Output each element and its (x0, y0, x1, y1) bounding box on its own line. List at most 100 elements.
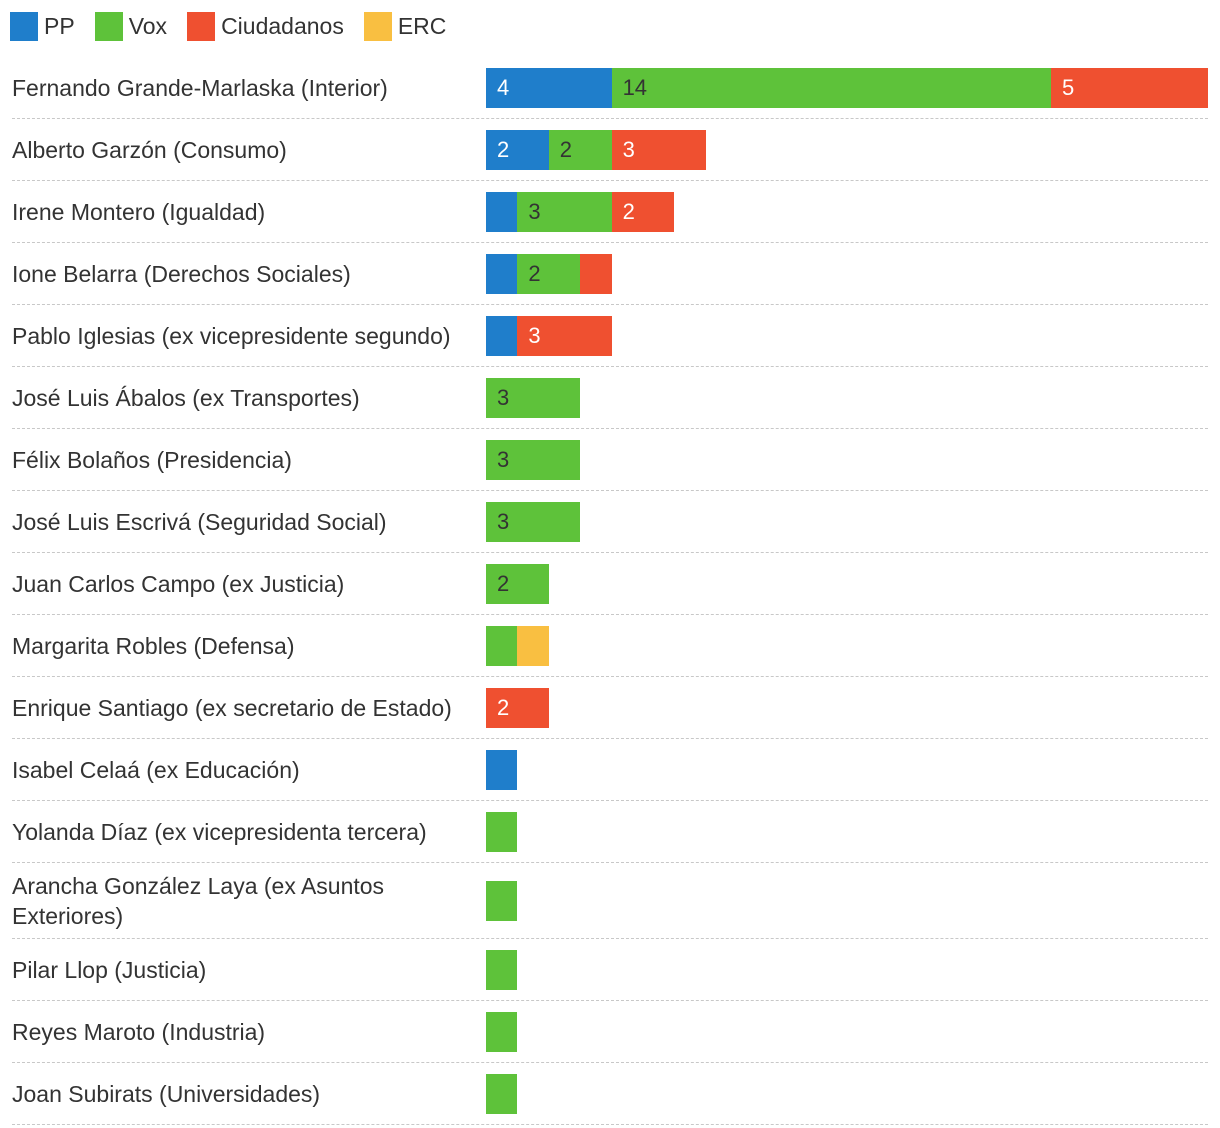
legend-item-pp[interactable]: PP (10, 12, 75, 41)
category-label: Fernando Grande-Marlaska (Interior) (12, 75, 388, 101)
data-label: 2 (497, 695, 510, 720)
category-label: Félix Bolaños (Presidencia) (12, 447, 292, 473)
bar-segment-vox[interactable]: 2 (486, 564, 549, 604)
bar-stack: 2 (486, 688, 1208, 728)
bar-segment-vox[interactable] (486, 626, 518, 666)
bar-segment-ciudadanos[interactable]: 3 (611, 130, 706, 170)
bar-segment-vox[interactable] (486, 881, 518, 921)
legend-label: Vox (128, 13, 168, 39)
bar-segment-ciudadanos[interactable]: 2 (611, 192, 675, 232)
legend-label: PP (44, 13, 75, 39)
data-label: 3 (528, 199, 541, 224)
data-label: 3 (528, 323, 541, 348)
category-label: Ione Belarra (Derechos Sociales) (12, 261, 351, 287)
chart-row: Yolanda Díaz (ex vicepresidenta tercera) (12, 801, 1208, 863)
bar-stack: 3 (486, 502, 1208, 542)
chart-row: José Luis Ábalos (ex Transportes) 3 (12, 367, 1208, 429)
bar-segment-pp[interactable] (486, 316, 518, 356)
bar-segment-vox[interactable]: 14 (611, 68, 1052, 108)
bar-segment-vox[interactable] (486, 812, 518, 852)
legend: PP Vox Ciudadanos ERC (10, 12, 466, 41)
chart-row: Arancha González Laya (ex Asuntos Exteri… (12, 863, 1208, 939)
bar-stack: 2 2 3 (486, 130, 1208, 170)
data-label: 3 (622, 137, 635, 162)
bar-stack (486, 750, 1208, 790)
chart-row: Ione Belarra (Derechos Sociales) 2 (12, 243, 1208, 305)
bar-segment-vox[interactable]: 3 (517, 192, 612, 232)
chart-row: Joan Subirats (Universidades) (12, 1063, 1208, 1125)
bar-segment-ciudadanos[interactable] (580, 254, 612, 294)
data-label: 2 (559, 137, 573, 162)
bar-stack (486, 950, 1208, 990)
bar-stack: 4 14 5 (486, 68, 1208, 108)
legend-swatch (363, 12, 392, 41)
category-label: Irene Montero (Igualdad) (12, 199, 266, 225)
chart-row: Juan Carlos Campo (ex Justicia) 2 (12, 553, 1208, 615)
bar-segment-pp[interactable] (486, 254, 518, 294)
bar-stack (486, 626, 1208, 666)
bar-segment-pp[interactable] (486, 750, 518, 790)
category-label: Margarita Robles (Defensa) (12, 633, 295, 659)
bar-stack: 3 (486, 378, 1208, 418)
data-label: 2 (497, 571, 510, 596)
category-label: José Luis Escrivá (Seguridad Social) (12, 509, 387, 535)
category-label: Arancha González Laya (ex Asuntos Exteri… (12, 873, 385, 929)
legend-swatch (187, 12, 216, 41)
category-label: José Luis Ábalos (ex Transportes) (12, 385, 360, 411)
data-label: 14 (622, 75, 648, 100)
bar-segment-vox[interactable] (486, 950, 518, 990)
bar-segment-erc[interactable] (517, 626, 549, 666)
legend-swatch (94, 12, 123, 41)
category-label: Enrique Santiago (ex secretario de Estad… (12, 695, 452, 721)
category-label: Yolanda Díaz (ex vicepresidenta tercera) (12, 819, 427, 845)
legend-label: Ciudadanos (221, 13, 344, 39)
data-label: 2 (528, 261, 541, 286)
bar-segment-pp[interactable]: 4 (486, 68, 612, 108)
category-label: Juan Carlos Campo (ex Justicia) (12, 571, 345, 597)
data-label: 4 (497, 75, 510, 100)
bar-segment-ciudadanos[interactable]: 5 (1051, 68, 1208, 108)
bar-segment-vox[interactable]: 3 (486, 502, 581, 542)
data-label: 5 (1062, 75, 1075, 100)
chart-row: Pilar Llop (Justicia) (12, 939, 1208, 1001)
legend-item-vox[interactable]: Vox (94, 12, 168, 41)
category-label: Pilar Llop (Justicia) (12, 957, 207, 983)
data-label: 3 (497, 385, 510, 410)
chart-row: Margarita Robles (Defensa) (12, 615, 1208, 677)
chart-row: Alberto Garzón (Consumo) 2 2 3 (12, 119, 1208, 181)
legend-swatch (10, 12, 38, 41)
data-label: 3 (497, 509, 510, 534)
bar-segment-vox[interactable]: 2 (517, 254, 581, 294)
chart-row: Pablo Iglesias (ex vicepresidente segund… (12, 305, 1208, 367)
data-label: 2 (497, 137, 510, 162)
bar-segment-pp[interactable]: 2 (486, 130, 549, 170)
legend-item-erc[interactable]: ERC (363, 12, 447, 41)
bar-stack: 3 (486, 316, 1208, 356)
data-label: 2 (622, 199, 635, 224)
bar-stack (486, 1012, 1208, 1052)
bar-segment-vox[interactable] (486, 1074, 518, 1114)
bar-segment-vox[interactable] (486, 1012, 518, 1052)
legend-label: ERC (397, 13, 447, 39)
bar-stack: 2 (486, 564, 1208, 604)
chart-row: Irene Montero (Igualdad) 3 2 (12, 181, 1208, 243)
category-label: Reyes Maroto (Industria) (12, 1019, 266, 1045)
bar-segment-ciudadanos[interactable]: 2 (486, 688, 549, 728)
bar-segment-pp[interactable] (486, 192, 518, 232)
bar-segment-vox[interactable]: 3 (486, 378, 581, 418)
bar-segment-vox[interactable]: 3 (486, 440, 581, 480)
bar-segment-vox[interactable]: 2 (548, 130, 612, 170)
category-label: Isabel Celaá (ex Educación) (12, 757, 300, 783)
bar-stack (486, 812, 1208, 852)
category-label: Pablo Iglesias (ex vicepresidente segund… (12, 323, 451, 349)
chart-row: Isabel Celaá (ex Educación) (12, 739, 1208, 801)
data-label: 3 (497, 447, 510, 472)
bar-stack (486, 881, 1208, 921)
chart-row: Félix Bolaños (Presidencia) 3 (12, 429, 1208, 491)
bar-segment-ciudadanos[interactable]: 3 (517, 316, 612, 356)
bar-stack (486, 1074, 1208, 1114)
chart-row: Enrique Santiago (ex secretario de Estad… (12, 677, 1208, 739)
bar-stack: 2 (486, 254, 1208, 294)
legend-item-ciudadanos[interactable]: Ciudadanos (187, 12, 344, 41)
